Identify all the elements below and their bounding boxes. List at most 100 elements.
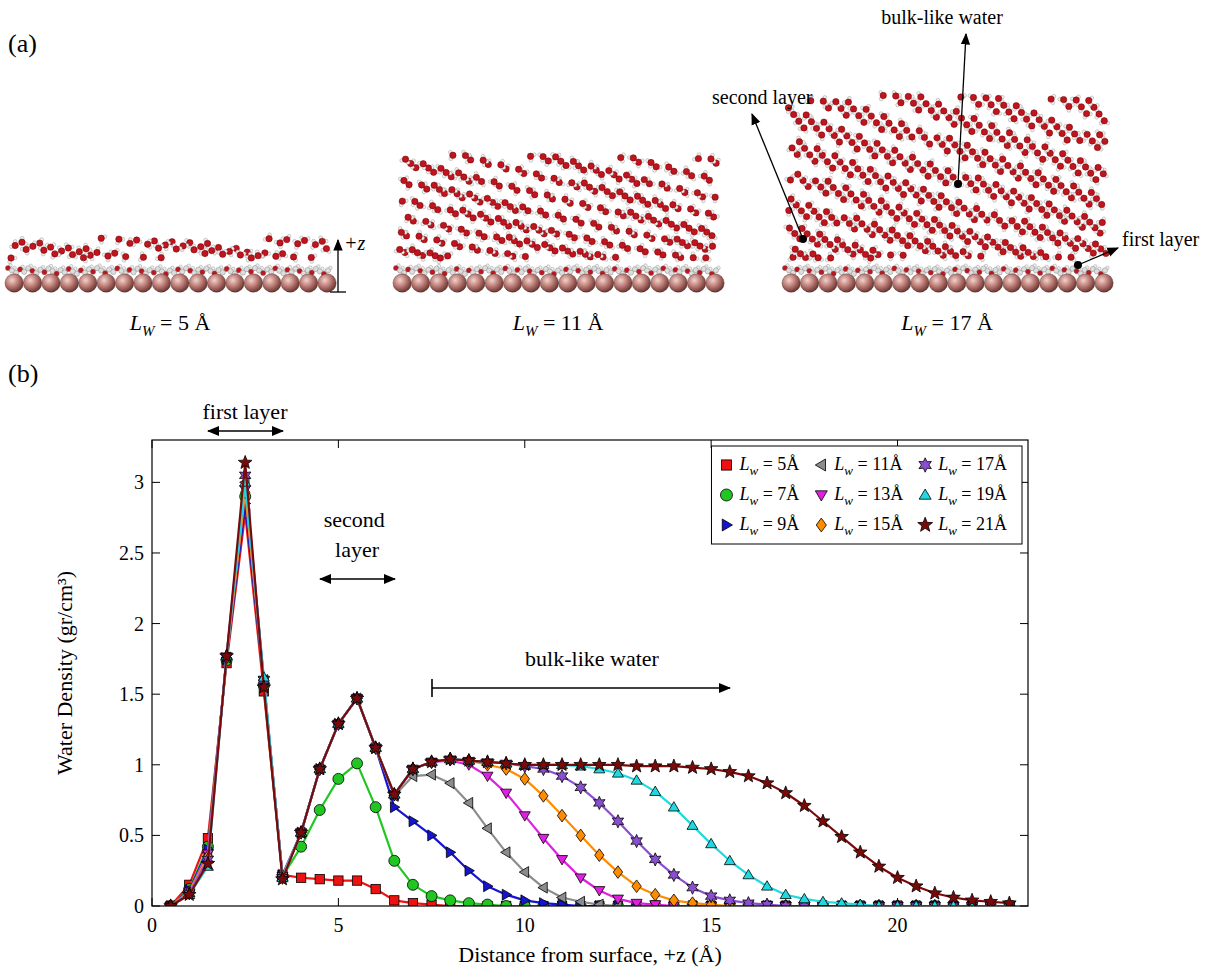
oxygen: [588, 269, 593, 274]
water-molecule: [626, 225, 635, 234]
oxygen: [462, 152, 468, 158]
oxygen: [319, 238, 325, 244]
oxygen: [202, 250, 208, 256]
oxygen: [1046, 130, 1052, 136]
oxygen: [111, 269, 116, 274]
oxygen: [1075, 170, 1081, 176]
oxygen: [522, 253, 528, 259]
water-molecule: [144, 239, 152, 249]
water-molecule: [898, 191, 907, 201]
oxygen: [712, 194, 718, 200]
oxygen: [975, 101, 981, 107]
water-molecule: [438, 222, 448, 230]
oxygen: [180, 269, 185, 274]
oxygen: [261, 270, 266, 275]
water-molecule: [83, 243, 92, 252]
oxygen: [626, 228, 632, 234]
oxygen: [248, 255, 254, 261]
oxygen: [872, 153, 878, 159]
oxygen: [595, 251, 601, 257]
water-molecule: [535, 205, 543, 215]
oxygen: [964, 238, 970, 244]
oxygen: [644, 232, 650, 238]
oxygen: [301, 237, 307, 243]
oxygen: [608, 224, 614, 230]
oxygen: [445, 253, 451, 259]
water-molecule: [19, 236, 28, 245]
oxygen: [498, 162, 504, 168]
oxygen: [538, 175, 544, 181]
water-molecule: [635, 159, 644, 168]
oxygen: [545, 158, 551, 164]
copper-atom: [467, 274, 485, 292]
copper-atom: [318, 274, 336, 292]
water-molecule: [552, 209, 561, 218]
water-molecule: [116, 236, 125, 245]
oxygen: [22, 269, 27, 274]
copper-atom: [42, 274, 60, 292]
oxygen: [676, 185, 682, 191]
oxygen: [692, 240, 698, 246]
copper-atom: [152, 274, 170, 292]
oxygen: [133, 237, 139, 243]
oxygen: [878, 126, 884, 132]
oxygen: [883, 185, 889, 191]
water-molecule: [20, 246, 29, 255]
water-molecule: [708, 241, 716, 251]
oxygen: [568, 269, 573, 274]
oxygen: [409, 246, 415, 252]
oxygen: [215, 244, 221, 250]
oxygen: [688, 173, 694, 179]
water-molecule: [1044, 129, 1052, 139]
oxygen: [637, 246, 643, 252]
oxygen: [65, 245, 71, 251]
oxygen: [649, 270, 654, 275]
copper-atom: [632, 274, 650, 292]
oxygen: [653, 164, 659, 170]
water-molecule: [263, 233, 272, 242]
oxygen: [473, 174, 479, 180]
oxygen: [531, 223, 537, 229]
water-molecule: [102, 253, 111, 262]
oxygen: [584, 235, 590, 241]
oxygen: [713, 268, 718, 273]
panel-label: (a): [8, 29, 37, 58]
oxygen: [440, 222, 446, 228]
oxygen: [821, 219, 827, 225]
oxygen: [573, 216, 579, 222]
water-molecule: [690, 252, 699, 261]
water-molecule: [10, 240, 19, 249]
copper-atom: [485, 274, 503, 292]
oxygen: [854, 146, 860, 152]
oxygen: [478, 269, 483, 274]
water-molecule: [627, 155, 636, 164]
oxygen: [982, 244, 988, 250]
water-molecule: [155, 252, 164, 261]
water-molecule: [927, 227, 937, 235]
oxygen: [416, 233, 422, 239]
oxygen: [255, 252, 261, 258]
oxygen: [698, 225, 704, 231]
snapshot: [5, 233, 336, 292]
oxygen: [496, 183, 502, 189]
oxygen: [900, 191, 906, 197]
oxygen: [705, 210, 711, 216]
oxygen: [652, 197, 658, 203]
oxygen: [504, 250, 510, 256]
copper-atom: [281, 274, 299, 292]
oxygen: [429, 202, 435, 208]
oxygen: [580, 200, 586, 206]
oxygen: [695, 155, 701, 161]
water-molecule: [580, 199, 588, 209]
oxygen: [628, 270, 633, 275]
water-molecule: [502, 250, 512, 258]
water-molecule: [293, 239, 301, 249]
oxygen: [526, 187, 532, 193]
oxygen: [803, 213, 809, 219]
oxygen: [19, 239, 25, 245]
water-molecule: [460, 205, 468, 215]
oxygen: [144, 241, 150, 247]
copper-atom: [577, 274, 595, 292]
water-molecule: [464, 191, 474, 199]
oxygen: [555, 212, 561, 218]
